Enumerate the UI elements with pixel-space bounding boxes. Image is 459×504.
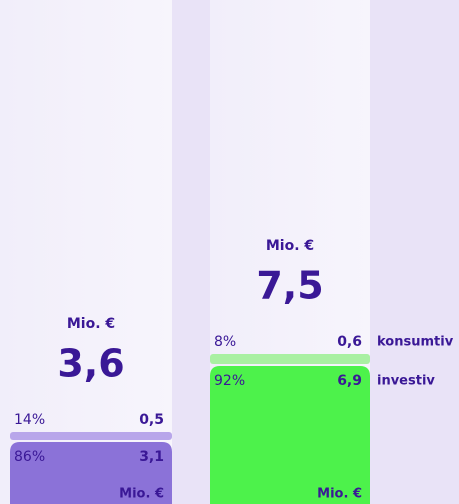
legend-label: investiv <box>377 374 435 389</box>
unit-label: Mio. € <box>67 316 115 332</box>
unit-label: Mio. € <box>266 238 314 254</box>
value-label: 0,6 <box>337 334 362 350</box>
percent-label: 14% <box>14 412 45 428</box>
value-label: 3,1 <box>139 449 164 465</box>
bar-segment <box>10 432 172 440</box>
unit-label: Mio. € <box>317 487 362 502</box>
bar-segment <box>210 366 370 504</box>
percent-label: 8% <box>214 334 236 350</box>
legend-label: konsumtiv <box>377 335 454 350</box>
value-label: 0,5 <box>139 412 164 428</box>
total-value: 3,6 <box>57 342 124 386</box>
column-stripe <box>0 0 172 504</box>
bar-segment <box>10 442 172 504</box>
bar-segment <box>210 354 370 364</box>
percent-label: 92% <box>214 373 245 389</box>
unit-label: Mio. € <box>119 487 164 502</box>
value-label: 6,9 <box>337 373 362 389</box>
percent-label: 86% <box>14 449 45 465</box>
total-value: 7,5 <box>256 264 323 308</box>
